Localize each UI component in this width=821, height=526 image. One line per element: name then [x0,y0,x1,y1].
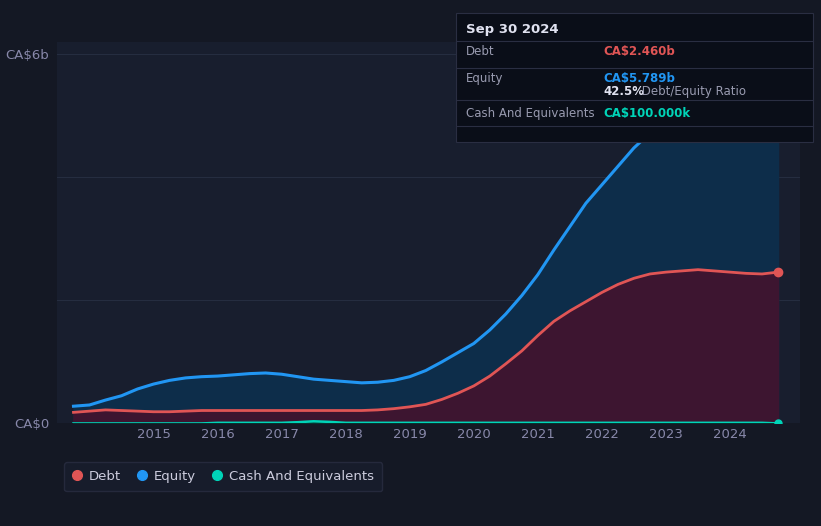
Text: CA$2.460b: CA$2.460b [603,45,675,58]
Text: Debt: Debt [466,45,494,58]
Text: Sep 30 2024: Sep 30 2024 [466,23,558,36]
Text: Debt/Equity Ratio: Debt/Equity Ratio [638,85,746,98]
Text: Cash And Equivalents: Cash And Equivalents [466,107,594,120]
Legend: Debt, Equity, Cash And Equivalents: Debt, Equity, Cash And Equivalents [64,462,383,491]
Text: Equity: Equity [466,72,503,85]
Text: CA$5.789b: CA$5.789b [603,72,676,85]
Text: CA$100.000k: CA$100.000k [603,107,690,120]
Text: 42.5%: 42.5% [603,85,644,98]
